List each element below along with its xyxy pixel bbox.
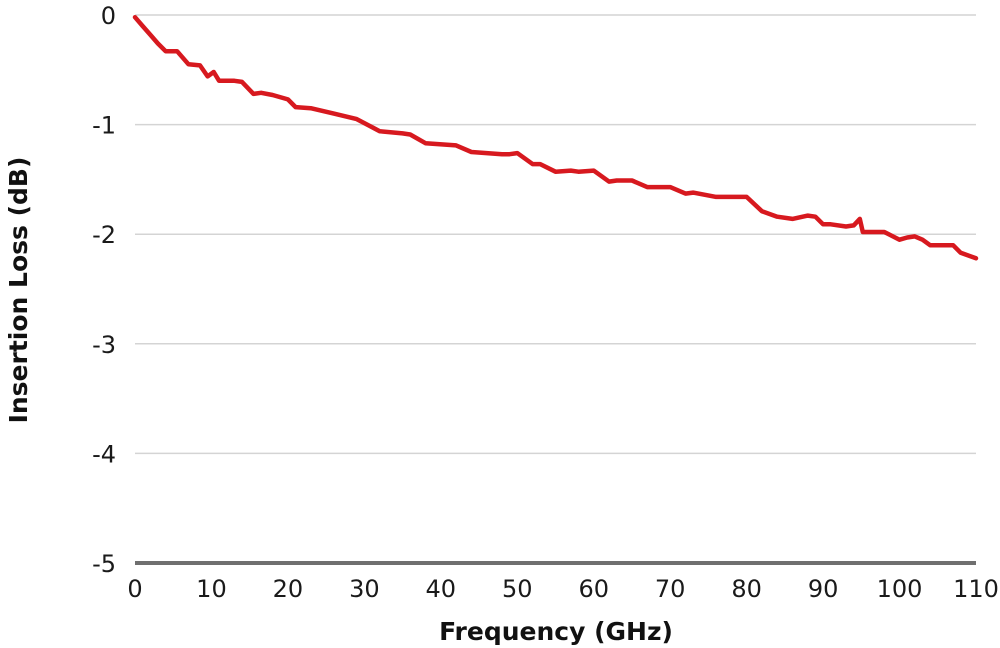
y-tick-label: 0 [101, 2, 116, 30]
x-tick-label: 50 [502, 575, 533, 603]
y-tick-label: -1 [92, 112, 116, 140]
x-tick-label: 100 [877, 575, 923, 603]
x-tick-label: 10 [196, 575, 227, 603]
x-tick-label: 0 [127, 575, 142, 603]
x-tick-label: 110 [953, 575, 999, 603]
x-tick-label: 80 [731, 575, 762, 603]
x-tick-label: 70 [655, 575, 686, 603]
y-tick-label: -2 [92, 221, 116, 249]
series-group [132, 14, 979, 261]
x-tick-label: 20 [273, 575, 304, 603]
x-axis-title: Frequency (GHz) [439, 617, 673, 646]
y-tick-label: -5 [92, 550, 116, 578]
y-tick-label: -3 [92, 331, 116, 359]
y-tick-label: -4 [92, 440, 116, 468]
x-tick-label: 30 [349, 575, 380, 603]
x-axis-tick-labels: 0 10 20 30 40 50 60 70 80 90 100 110 [127, 575, 999, 603]
y-axis-title: Insertion Loss (dB) [4, 157, 33, 424]
x-tick-label: 40 [426, 575, 457, 603]
insertion-loss-series-line [132, 14, 979, 261]
grid-lines [135, 14, 976, 455]
x-tick-label: 90 [808, 575, 839, 603]
y-axis-tick-labels: 0 -1 -2 -3 -4 -5 [92, 2, 116, 578]
x-tick-label: 60 [578, 575, 609, 603]
